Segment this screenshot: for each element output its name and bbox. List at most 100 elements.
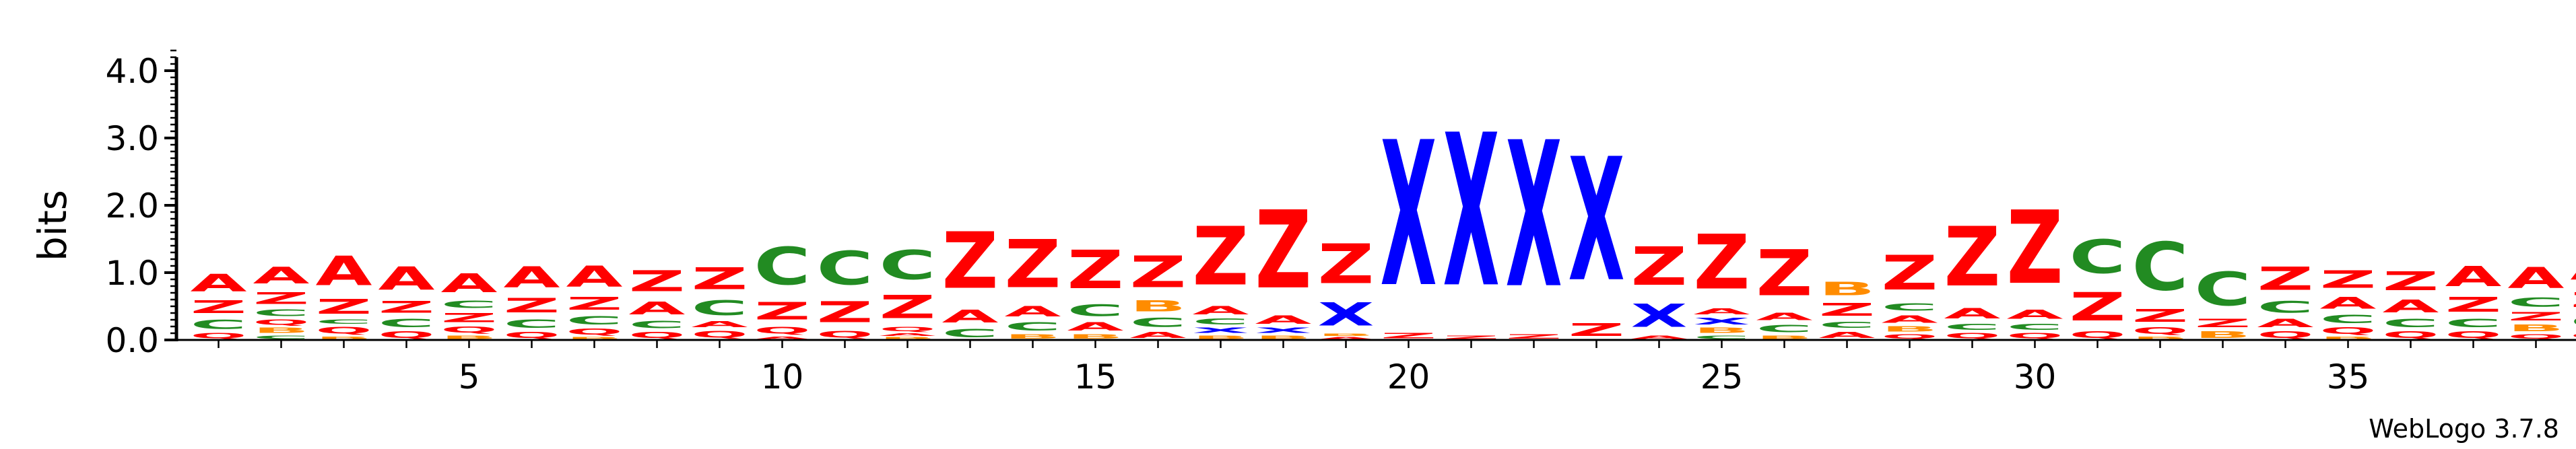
svg-text:B: B (2320, 336, 2377, 340)
svg-text:A: A (191, 269, 248, 298)
glyph-A-pos-15: A (1067, 320, 1124, 333)
glyph-A-pos-28: A (1882, 313, 1938, 325)
svg-text:B: B (1067, 333, 1124, 340)
svg-text:A: A (441, 268, 498, 298)
svg-text:C: C (2571, 312, 2576, 332)
glyph-Z-pos-19: Z (1318, 232, 1375, 296)
svg-text:C: C (2195, 263, 2251, 316)
svg-text:Q: Q (629, 331, 686, 340)
glyph-Z-pos-22: Z (1506, 333, 1562, 340)
svg-text:Q: Q (2445, 330, 2502, 340)
svg-text:B: B (441, 335, 498, 340)
glyph-Z-pos-6: Z (504, 294, 560, 317)
y-tick-label: 3.0 (105, 119, 159, 158)
svg-text:C: C (2257, 298, 2314, 316)
glyph-A-pos-35: A (2320, 293, 2377, 312)
glyph-A-pos-27: A (1819, 330, 1876, 340)
glyph-Q-pos-36: Q (2383, 330, 2439, 340)
glyph-Z-pos-20: Z (1381, 332, 1437, 340)
glyph-Z-pos-31: Z (2070, 284, 2126, 330)
glyph-Q-pos-12: Q (880, 326, 936, 333)
svg-text:Z: Z (1318, 232, 1375, 296)
svg-text:Q: Q (378, 330, 435, 340)
svg-text:A: A (1944, 305, 2002, 322)
svg-text:B: B (566, 337, 623, 340)
glyph-B-pos-3: B (316, 336, 372, 340)
glyph-Q-pos-29: Q (1944, 332, 2001, 340)
svg-text:C: C (253, 335, 310, 340)
glyph-C-pos-8: C (629, 318, 686, 331)
svg-text:Z: Z (191, 297, 247, 317)
glyph-Q-pos-38: Q (2508, 333, 2565, 340)
glyph-C-pos-7: C (566, 314, 623, 327)
glyph-Z-pos-23: Z (1568, 320, 1625, 340)
glyph-A-pos-5: A (441, 268, 498, 298)
glyph-X-pos-22: X (1506, 99, 1562, 333)
svg-text:Q: Q (566, 327, 623, 337)
svg-text:B: B (2508, 323, 2565, 333)
glyph-Q-pos-28: Q (1882, 333, 1938, 340)
svg-text:C: C (441, 298, 498, 310)
glyph-Z-pos-37: Z (2445, 293, 2502, 316)
svg-text:A: A (504, 261, 560, 294)
svg-text:Z: Z (1756, 236, 1813, 310)
glyph-Z-pos-28: Z (1882, 246, 1938, 301)
glyph-C-pos-13: C (942, 326, 999, 340)
glyph-B-pos-28: B (1882, 325, 1938, 333)
glyph-Z-pos-9: Z (692, 261, 748, 296)
svg-text:C: C (2070, 230, 2126, 284)
svg-text:A: A (2320, 293, 2377, 312)
svg-text:Q: Q (2571, 332, 2576, 340)
glyph-C-pos-39: C (2571, 312, 2576, 332)
svg-text:C: C (2132, 229, 2189, 306)
x-tick-label: 15 (1074, 357, 1117, 396)
svg-text:Q: Q (2383, 330, 2439, 340)
glyph-Q-pos-31: Q (2070, 330, 2126, 340)
svg-text:Q: Q (2320, 326, 2377, 336)
svg-text:B: B (2195, 330, 2251, 340)
glyph-Z-pos-33: Z (2195, 316, 2251, 330)
svg-text:Z: Z (316, 295, 372, 318)
logo-glyphs: QCZACBQCZABQCZAQCZABQZCAQCZABQCZAQCAZQAC… (191, 90, 2576, 340)
svg-text:B: B (1882, 325, 1938, 333)
svg-text:A: A (2508, 261, 2565, 295)
weblogo-version-label: WebLogo 3.7.8 (2369, 414, 2559, 444)
glyph-Z-pos-38: Z (2508, 310, 2565, 323)
svg-text:Z: Z (2007, 189, 2063, 306)
glyph-Q-pos-37: Q (2445, 330, 2502, 340)
svg-text:A: A (942, 306, 999, 326)
y-tick-label: 4.0 (105, 52, 159, 91)
glyph-B-pos-14: B (1005, 333, 1061, 340)
glyph-Z-pos-27: Z (1819, 300, 1876, 320)
glyph-Q-pos-11: Q (817, 329, 873, 340)
glyph-C-pos-17: C (1193, 317, 1249, 326)
glyph-Z-pos-12: Z (880, 289, 936, 326)
svg-text:Z: Z (1005, 226, 1061, 303)
glyph-Z-pos-10: Z (754, 297, 811, 325)
glyph-C-pos-31: C (2070, 230, 2126, 284)
glyph-Q-pos-4: Q (378, 330, 435, 340)
glyph-B-pos-19: B (1318, 333, 1375, 337)
glyph-C-pos-36: C (2383, 316, 2439, 330)
svg-text:Z: Z (1381, 332, 1437, 340)
svg-text:B: B (1255, 335, 1312, 340)
axes: 0.0 1.0 2.0 3.0 4.0 5 10 15 20 25 30 35 (105, 49, 2576, 396)
glyph-B-pos-7: B (566, 337, 623, 340)
svg-text:Z: Z (817, 296, 873, 329)
glyph-B-pos-38: B (2508, 323, 2565, 333)
glyph-A-pos-13: A (942, 306, 999, 326)
glyph-Q-pos-7: Q (566, 327, 623, 337)
glyph-Z-pos-25: Z (1694, 219, 1750, 306)
svg-text:B: B (1130, 298, 1187, 315)
glyph-C-pos-26: C (1756, 322, 1813, 335)
svg-text:C: C (1005, 320, 1061, 333)
glyph-C-pos-33: C (2195, 263, 2251, 316)
svg-text:Z: Z (1443, 335, 1500, 340)
svg-text:X: X (1631, 298, 1688, 335)
svg-text:A: A (1318, 337, 1375, 340)
glyph-Z-pos-1: Z (191, 297, 247, 317)
glyph-B-pos-18: B (1255, 335, 1312, 340)
svg-text:Z: Z (1568, 320, 1625, 340)
svg-text:Z: Z (1882, 246, 1938, 301)
